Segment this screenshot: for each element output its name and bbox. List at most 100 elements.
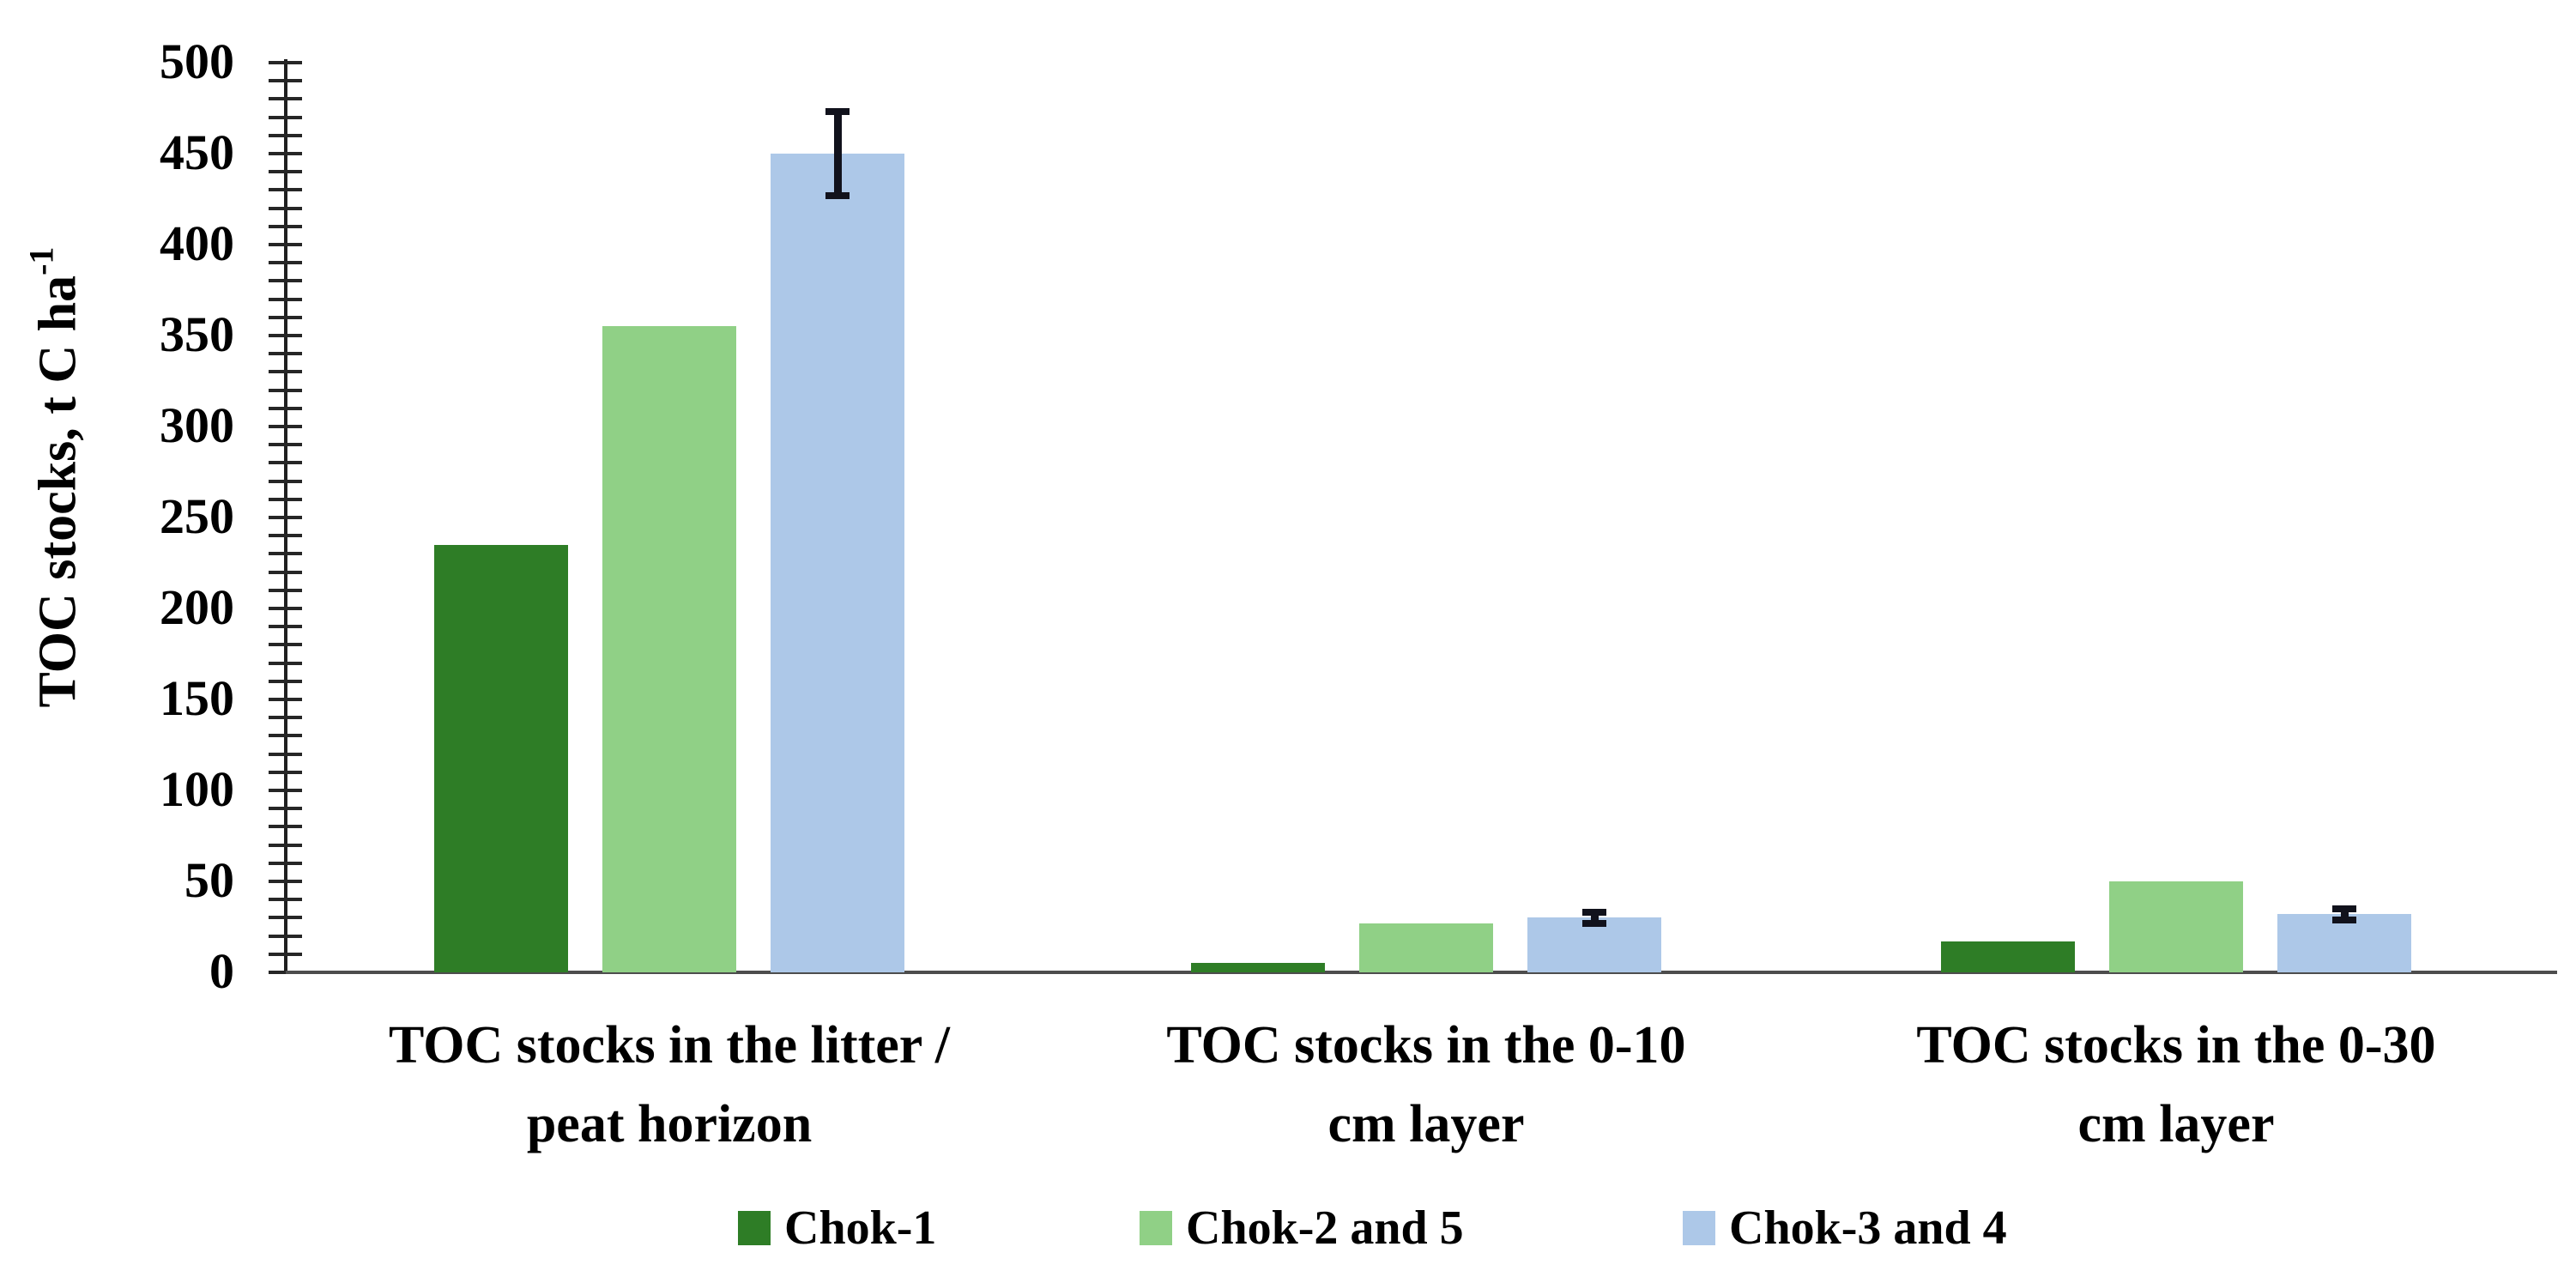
error-bar-cap [2332, 905, 2356, 912]
y-axis-tick [269, 789, 302, 792]
error-bar-cap [825, 108, 850, 116]
legend-swatch-icon [1683, 1211, 1715, 1245]
y-axis-tick [269, 61, 302, 64]
legend-swatch-icon [1140, 1211, 1172, 1245]
x-category-label-1: TOC stocks in the litter / peat horizon [266, 1006, 1073, 1164]
error-bar [1590, 912, 1599, 923]
y-axis-tick [269, 497, 302, 501]
y-axis-tick [269, 115, 302, 119]
y-axis-tick [269, 643, 302, 647]
bar-chok-2-and-5-cat3 [2109, 881, 2243, 972]
y-axis-tick [269, 734, 302, 738]
bar-chok-1-cat1 [434, 544, 568, 972]
bar-chok-2-and-5-cat1 [602, 326, 736, 972]
y-axis-tick [269, 461, 302, 465]
x-category-label-3: TOC stocks in the 0-30 cm layer [1773, 1006, 2576, 1164]
y-axis-tick [269, 79, 302, 83]
y-axis-tick [269, 570, 302, 574]
y-axis-tick [269, 443, 302, 447]
bar-chok-2-and-5-cat2 [1359, 923, 1493, 972]
bar-chok-3-and-4-cat3 [2277, 914, 2411, 972]
y-axis-tick [269, 370, 302, 374]
error-bar-cap [1582, 919, 1606, 927]
y-axis-tick [269, 352, 302, 356]
y-axis-tick-label: 100 [160, 761, 234, 817]
y-axis-tick [269, 934, 302, 938]
y-axis-tick [269, 952, 302, 956]
legend-label: Chok-2 and 5 [1186, 1201, 1464, 1255]
y-axis-tick [269, 224, 302, 228]
x-category-label-line: TOC stocks in the 0-10 [1166, 1016, 1686, 1074]
y-axis-tick [269, 243, 302, 246]
error-bar-cap [825, 191, 850, 199]
y-axis-tick [269, 898, 302, 902]
y-axis-tick [269, 152, 302, 155]
legend-label: Chok-1 [784, 1201, 937, 1255]
error-bar [833, 112, 842, 196]
y-axis-tick-label: 400 [160, 215, 234, 271]
y-axis-tick-label: 250 [160, 488, 234, 544]
legend-item-chok-3-and-4: Chok-3 and 4 [1683, 1203, 2007, 1253]
y-axis-tick [269, 334, 302, 337]
y-axis-tick [269, 534, 302, 538]
error-bar-cap [2332, 916, 2356, 923]
y-axis-tick [269, 588, 302, 592]
bar-chok-3-and-4-cat2 [1527, 917, 1661, 972]
y-axis-tick [269, 297, 302, 301]
y-axis-tick [269, 279, 302, 283]
y-axis-tick [269, 825, 302, 829]
y-axis-tick [269, 698, 302, 701]
legend-item-chok-2-and-5: Chok-2 and 5 [1140, 1203, 1464, 1253]
y-axis-tick [269, 716, 302, 720]
y-axis-tick [269, 206, 302, 210]
y-axis-tick [269, 752, 302, 756]
x-axis-baseline [286, 971, 2557, 974]
y-axis-tick [269, 388, 302, 392]
y-axis-tick [269, 861, 302, 865]
y-axis-tick [269, 679, 302, 683]
y-axis-tick [269, 770, 302, 774]
y-axis-tick-label: 450 [160, 124, 234, 180]
y-axis-tick-label: 300 [160, 397, 234, 453]
x-category-label-2: TOC stocks in the 0-10 cm layer [1023, 1006, 1829, 1164]
legend-swatch-icon [738, 1211, 771, 1245]
bar-chok-3-and-4-cat1 [771, 154, 904, 972]
y-axis-tick [269, 607, 302, 610]
x-category-label-line: TOC stocks in the 0-30 [1916, 1016, 2436, 1074]
y-axis-tick [269, 188, 302, 192]
y-axis-tick [269, 971, 302, 974]
y-axis-tick-label: 200 [160, 579, 234, 635]
y-axis-tick [269, 516, 302, 519]
x-category-label-line: TOC stocks in the litter / [389, 1016, 950, 1074]
y-axis-tick [269, 261, 302, 265]
y-axis-tick [269, 97, 302, 101]
error-bar [2340, 908, 2349, 920]
bar-chok-1-cat2 [1191, 963, 1325, 972]
y-axis-tick-label: 50 [184, 852, 234, 908]
y-axis-tick [269, 625, 302, 629]
y-axis-tick [269, 133, 302, 137]
y-axis-tick [269, 552, 302, 556]
y-axis-tick [269, 479, 302, 483]
x-category-label-line: peat horizon [526, 1095, 813, 1153]
y-axis-tick [269, 843, 302, 847]
y-axis-tick-label: 0 [209, 943, 234, 999]
y-axis-tick [269, 880, 302, 883]
legend-label: Chok-3 and 4 [1729, 1201, 2007, 1255]
y-axis-tick [269, 315, 302, 319]
x-category-label-line: cm layer [2077, 1095, 2275, 1153]
y-axis-tick-label: 500 [160, 33, 234, 89]
y-axis-tick [269, 916, 302, 920]
y-axis-tick [269, 661, 302, 665]
y-axis-tick [269, 170, 302, 174]
legend-item-chok-1: Chok-1 [738, 1203, 936, 1253]
y-axis-tick-label: 350 [160, 306, 234, 362]
y-axis-tick [269, 406, 302, 410]
bar-chok-1-cat3 [1941, 941, 2075, 972]
error-bar-cap [1582, 909, 1606, 917]
y-axis-tick-label: 150 [160, 670, 234, 726]
y-axis-tick [269, 807, 302, 811]
y-axis-tick [269, 425, 302, 428]
x-category-label-line: cm layer [1327, 1095, 1525, 1153]
